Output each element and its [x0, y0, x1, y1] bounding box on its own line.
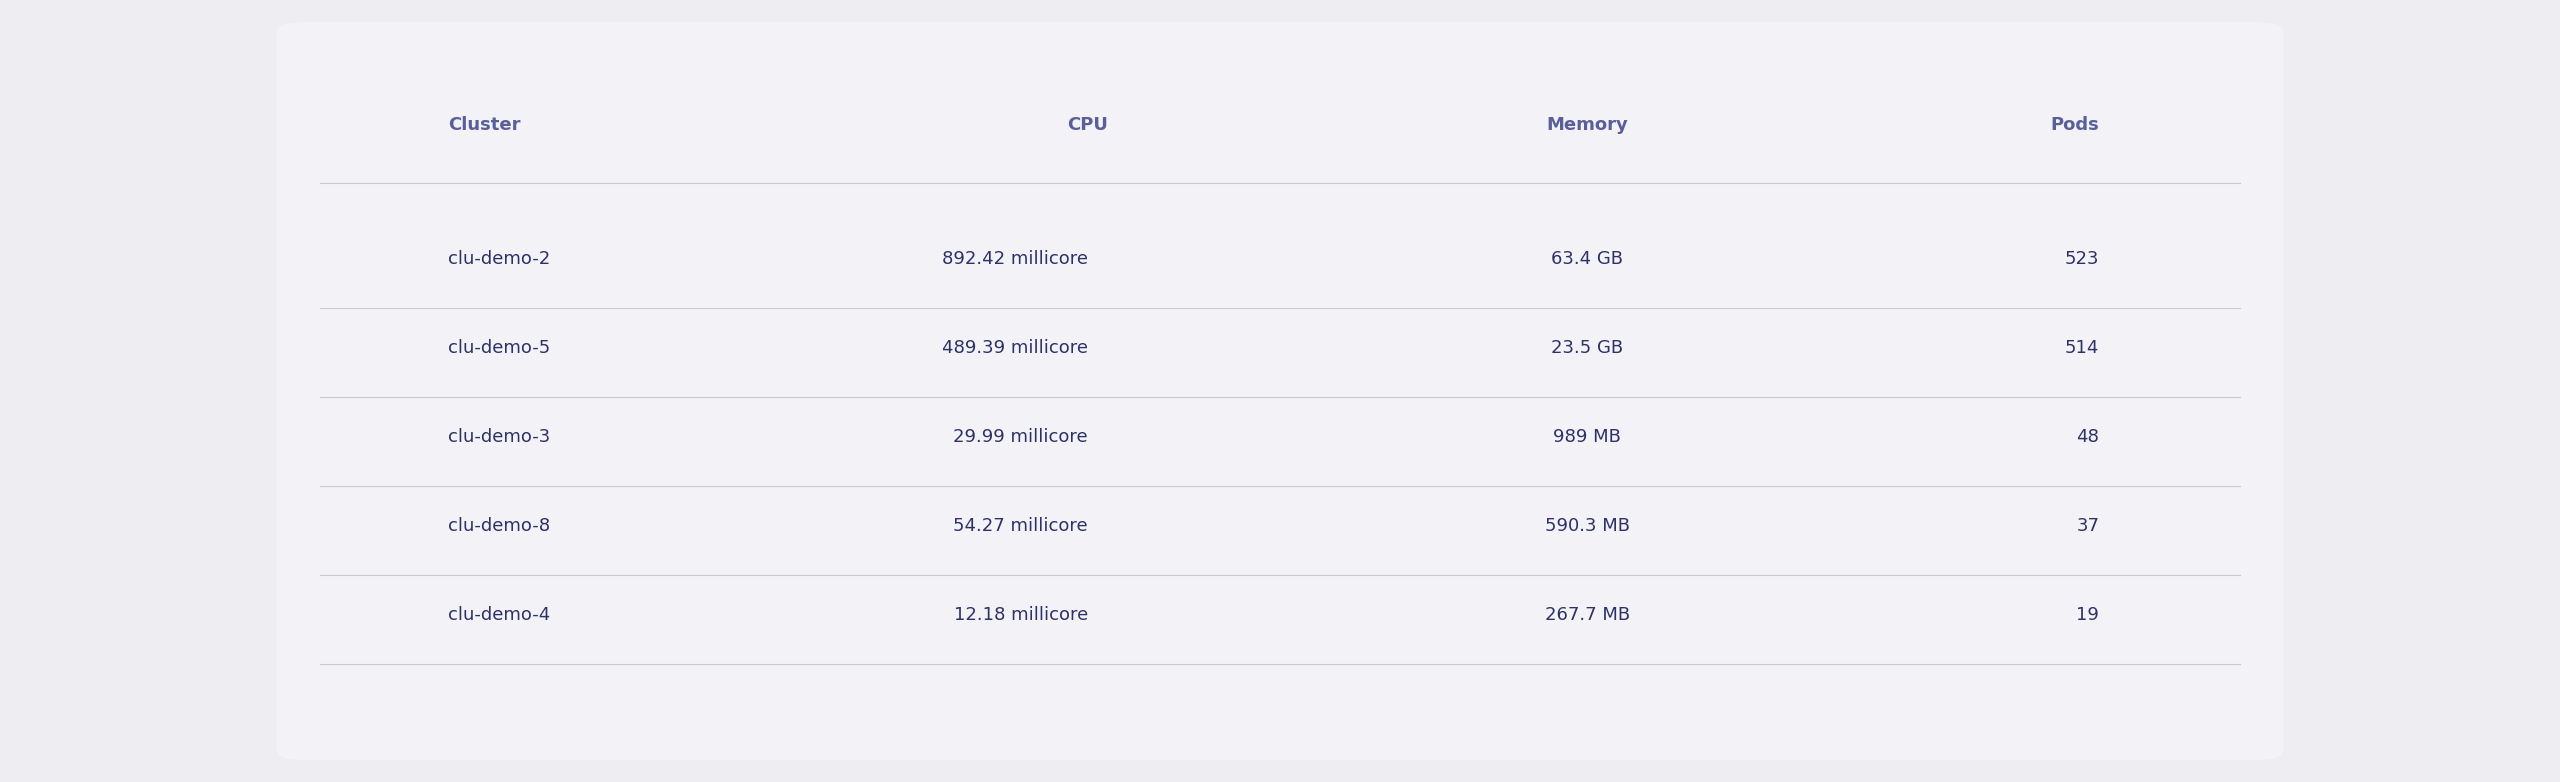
Text: clu-demo-4: clu-demo-4 — [448, 606, 550, 624]
Text: 267.7 MB: 267.7 MB — [1544, 606, 1631, 624]
Text: 514: 514 — [2066, 339, 2099, 357]
Text: 37: 37 — [2076, 517, 2099, 535]
Text: CPU: CPU — [1068, 116, 1108, 135]
Text: clu-demo-5: clu-demo-5 — [448, 339, 550, 357]
Text: clu-demo-3: clu-demo-3 — [448, 428, 550, 446]
Text: Cluster: Cluster — [448, 116, 520, 135]
Text: 48: 48 — [2076, 428, 2099, 446]
Text: clu-demo-2: clu-demo-2 — [448, 249, 550, 267]
Text: 29.99 millicore: 29.99 millicore — [952, 428, 1088, 446]
Text: 590.3 MB: 590.3 MB — [1544, 517, 1631, 535]
Text: 12.18 millicore: 12.18 millicore — [955, 606, 1088, 624]
Text: clu-demo-8: clu-demo-8 — [448, 517, 550, 535]
Text: 989 MB: 989 MB — [1554, 428, 1620, 446]
FancyBboxPatch shape — [276, 22, 2284, 760]
Text: 19: 19 — [2076, 606, 2099, 624]
Text: 892.42 millicore: 892.42 millicore — [942, 249, 1088, 267]
Text: 489.39 millicore: 489.39 millicore — [942, 339, 1088, 357]
Text: Memory: Memory — [1546, 116, 1628, 135]
Text: 523: 523 — [2066, 249, 2099, 267]
Text: 63.4 GB: 63.4 GB — [1551, 249, 1623, 267]
Text: 23.5 GB: 23.5 GB — [1551, 339, 1623, 357]
Text: Pods: Pods — [2051, 116, 2099, 135]
Text: 54.27 millicore: 54.27 millicore — [952, 517, 1088, 535]
